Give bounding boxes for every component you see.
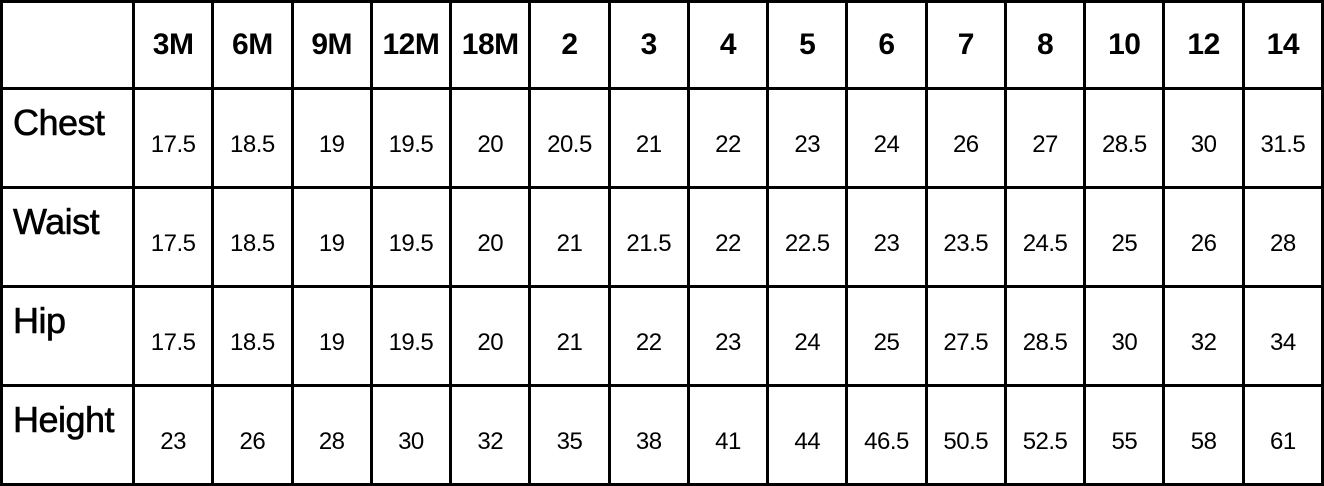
table-cell: 58 [1162, 384, 1245, 486]
column-header: 18M [449, 0, 532, 90]
table-cell: 19.5 [369, 285, 453, 387]
table-cell: 28.5 [1003, 285, 1087, 387]
column-header: 7 [924, 0, 1007, 90]
table-cell: 26 [211, 384, 294, 486]
table-cell: 17.5 [131, 285, 215, 387]
table-cell: 50.5 [924, 384, 1007, 486]
table-cell: 17.5 [131, 186, 215, 288]
table-cell: 18.5 [211, 186, 294, 288]
column-header: 5 [766, 0, 849, 90]
table-cell: 19 [290, 186, 373, 288]
table-cell: 32 [1162, 285, 1245, 387]
table-row: Waist 17.5 18.5 19 19.5 20 21 21.5 22 22.5 23 23.5 2… [0, 186, 1324, 288]
table-cell: 24.5 [1003, 186, 1087, 288]
table-cell: 23 [845, 186, 928, 288]
table-cell: 17.5 [131, 87, 215, 189]
table-cell: 61 [1241, 384, 1324, 486]
table-cell: 23 [131, 384, 215, 486]
row-label: Hip [0, 285, 135, 387]
table-cell: 19.5 [369, 186, 453, 288]
column-header: 3 [607, 0, 690, 90]
table-cell: 21 [528, 186, 611, 288]
table-cell: 27 [1003, 87, 1087, 189]
table-cell: 20 [449, 186, 532, 288]
table-cell: 28 [1241, 186, 1324, 288]
table-cell: 24 [766, 285, 849, 387]
row-label: Waist [0, 186, 135, 288]
table-cell: 20 [449, 87, 532, 189]
column-header: 6 [845, 0, 928, 90]
corner-cell [0, 0, 135, 90]
column-header: 14 [1241, 0, 1324, 90]
column-header: 6M [211, 0, 294, 90]
table-cell: 52.5 [1003, 384, 1087, 486]
table-cell: 22 [686, 87, 770, 189]
column-header: 10 [1083, 0, 1166, 90]
table-cell: 19 [290, 87, 373, 189]
table-cell: 26 [924, 87, 1007, 189]
table-cell: 22 [686, 186, 770, 288]
table-cell: 18.5 [211, 285, 294, 387]
table-cell: 27.5 [924, 285, 1007, 387]
table-cell: 23 [766, 87, 849, 189]
row-label: Chest [0, 87, 135, 189]
table-cell: 30 [369, 384, 453, 486]
table-cell: 20.5 [528, 87, 611, 189]
table-cell: 24 [845, 87, 928, 189]
column-header: 12 [1162, 0, 1245, 90]
column-header: 8 [1003, 0, 1087, 90]
table-cell: 21 [607, 87, 690, 189]
header-row: 3M 6M 9M 12M 18M 2 3 4 5 6 7 8 10 12 14 [0, 0, 1324, 90]
table-cell: 35 [528, 384, 611, 486]
table-cell: 26 [1162, 186, 1245, 288]
table-cell: 30 [1083, 285, 1166, 387]
table-row: Chest 17.5 18.5 19 19.5 20 20.5 21 22 23 24 26 27 28.… [0, 87, 1324, 189]
table-cell: 19 [290, 285, 373, 387]
table-cell: 22 [607, 285, 690, 387]
table-cell: 25 [1083, 186, 1166, 288]
table-cell: 28.5 [1083, 87, 1166, 189]
column-header: 2 [528, 0, 611, 90]
table-cell: 44 [766, 384, 849, 486]
table-cell: 22.5 [766, 186, 849, 288]
table-cell: 23 [686, 285, 770, 387]
table-cell: 34 [1241, 285, 1324, 387]
column-header: 3M [131, 0, 215, 90]
table-cell: 32 [449, 384, 532, 486]
table-row: Height 23 26 28 30 32 35 38 41 44 46.5 50.5 52.5 55 58… [0, 384, 1324, 486]
table-cell: 41 [686, 384, 770, 486]
table-row: Hip 17.5 18.5 19 19.5 20 21 22 23 24 25 27.5 28.5 30 3… [0, 285, 1324, 387]
table-cell: 46.5 [845, 384, 928, 486]
row-label: Height [0, 384, 135, 486]
table-cell: 38 [607, 384, 690, 486]
column-header: 12M [369, 0, 453, 90]
table-cell: 20 [449, 285, 532, 387]
column-header: 4 [686, 0, 770, 90]
table-cell: 18.5 [211, 87, 294, 189]
column-header: 9M [290, 0, 373, 90]
table-cell: 23.5 [924, 186, 1007, 288]
table-cell: 21.5 [607, 186, 690, 288]
table-cell: 55 [1083, 384, 1166, 486]
table-cell: 25 [845, 285, 928, 387]
table-cell: 21 [528, 285, 611, 387]
table-cell: 28 [290, 384, 373, 486]
table-cell: 31.5 [1241, 87, 1324, 189]
table-cell: 30 [1162, 87, 1245, 189]
table-cell: 19.5 [369, 87, 453, 189]
